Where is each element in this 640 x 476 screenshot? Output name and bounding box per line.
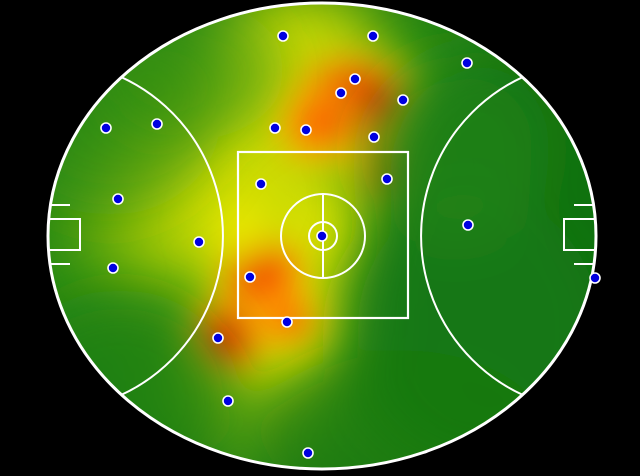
event-marker[interactable] bbox=[302, 447, 314, 459]
hotspot-mid-left bbox=[188, 170, 292, 286]
event-marker[interactable] bbox=[151, 118, 163, 130]
event-markers-layer[interactable] bbox=[100, 30, 601, 459]
event-marker[interactable] bbox=[281, 316, 293, 328]
event-marker[interactable] bbox=[107, 262, 119, 274]
event-marker[interactable] bbox=[368, 131, 380, 143]
event-marker[interactable] bbox=[277, 30, 289, 42]
goal-square-left bbox=[48, 218, 81, 251]
event-marker[interactable] bbox=[381, 173, 393, 185]
event-marker[interactable] bbox=[349, 73, 361, 85]
goal-square-right bbox=[563, 218, 596, 251]
ground-markings bbox=[46, 1, 598, 471]
event-marker[interactable] bbox=[244, 271, 256, 283]
event-marker[interactable] bbox=[589, 272, 601, 284]
event-marker[interactable] bbox=[461, 57, 473, 69]
event-marker[interactable] bbox=[300, 124, 312, 136]
event-marker[interactable] bbox=[335, 87, 347, 99]
fifty-metre-arc-right bbox=[420, 60, 596, 412]
event-marker[interactable] bbox=[222, 395, 234, 407]
centre-square bbox=[236, 150, 410, 320]
event-marker[interactable] bbox=[462, 219, 474, 231]
event-marker[interactable] bbox=[316, 230, 328, 242]
event-marker[interactable] bbox=[397, 94, 409, 106]
fifty-metre-arc-left bbox=[48, 60, 224, 412]
event-marker[interactable] bbox=[193, 236, 205, 248]
event-marker[interactable] bbox=[112, 193, 124, 205]
event-marker[interactable] bbox=[100, 122, 112, 134]
event-marker[interactable] bbox=[255, 178, 267, 190]
event-marker[interactable] bbox=[212, 332, 224, 344]
event-marker[interactable] bbox=[367, 30, 379, 42]
event-marker[interactable] bbox=[269, 122, 281, 134]
